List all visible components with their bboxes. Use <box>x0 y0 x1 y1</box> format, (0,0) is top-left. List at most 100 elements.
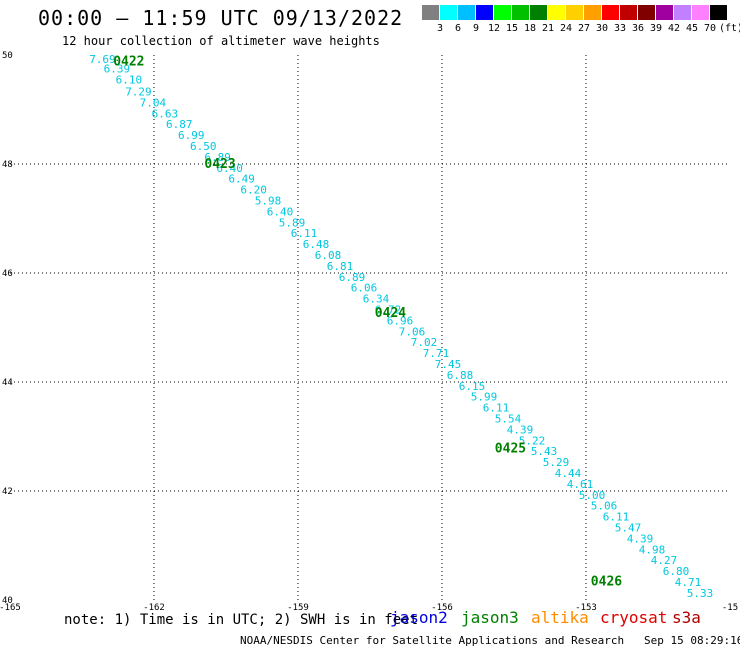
swh-reading: 5.29 <box>543 456 570 469</box>
pass-time-labels: 0422 0423 0424 0425 0426 <box>113 54 622 589</box>
swh-reading: 6.99 <box>178 129 205 142</box>
swh-reading: 6.81 <box>327 260 354 273</box>
scale-swatch <box>620 5 637 20</box>
lat-tick-label: 40 <box>2 596 13 606</box>
swh-reading: 6.11 <box>603 511 630 524</box>
scale-swatch <box>692 5 709 20</box>
swh-reading: 6.89 <box>204 151 231 164</box>
pass-time-label: 0423 <box>204 157 235 172</box>
swh-reading: 6.48 <box>303 238 330 251</box>
scale-label: 15 <box>505 23 519 34</box>
lat-tick-label: 42 <box>2 487 13 497</box>
scale-label: 21 <box>541 23 555 34</box>
swh-reading: 5.98 <box>255 195 281 208</box>
swh-reading: 4.61 <box>567 478 594 491</box>
lon-tick-label: -15 <box>722 603 738 613</box>
scale-label: 45 <box>685 23 699 34</box>
swh-reading: 5.06 <box>591 500 618 513</box>
lat-tick-label: 50 <box>2 51 13 61</box>
scale-swatch <box>638 5 655 20</box>
scale-label: 36 <box>631 23 645 34</box>
satellite-altika: altika <box>531 608 589 627</box>
swh-reading: 7.45 <box>435 358 462 371</box>
scale-swatch <box>710 5 727 20</box>
scale-swatch <box>494 5 511 20</box>
swh-reading: 5.54 <box>495 413 522 426</box>
swh-reading: 4.71 <box>675 576 702 589</box>
swh-reading: 6.08 <box>315 249 342 262</box>
lon-tick-label: -156 <box>431 603 453 613</box>
swh-reading: 6.80 <box>663 565 690 578</box>
swh-reading: 4.39 <box>627 532 654 545</box>
swh-reading: 5.89 <box>279 216 306 229</box>
swh-reading: 7.69 <box>89 53 116 66</box>
scale-swatch <box>422 5 439 20</box>
scale-label: 27 <box>577 23 591 34</box>
scale-swatch <box>602 5 619 20</box>
scale-label: 18 <box>523 23 537 34</box>
lat-tick-label: 48 <box>2 160 13 170</box>
lat-tick-label: 44 <box>2 378 13 388</box>
swh-reading: 6.63 <box>152 107 179 120</box>
lon-tick-label: -159 <box>287 603 309 613</box>
swh-reading: 6.89 <box>339 271 366 284</box>
credit-timestamp: Sep 15 08:29:16 UTC 2022 <box>643 634 740 647</box>
scale-label: 12 <box>487 23 501 34</box>
credit-text: NOAA/NESDIS Center for Satellite Applica… <box>240 634 625 647</box>
map-grid <box>10 55 730 600</box>
swh-reading: 6.15 <box>459 380 486 393</box>
swh-reading: 6.40 <box>267 205 294 218</box>
scale-label: 24 <box>559 23 573 34</box>
footer-credit: NOAA/NESDIS Center for Satellite Applica… <box>240 634 740 647</box>
swh-reading: 5.00 <box>579 489 606 502</box>
swh-reading: 6.87 <box>166 118 193 131</box>
swh-reading: 4.98 <box>639 543 666 556</box>
swh-reading: 6.11 <box>483 402 510 415</box>
swh-reading: 4.44 <box>555 467 582 480</box>
scale-swatch <box>476 5 493 20</box>
swh-reading: 6.96 <box>387 314 414 327</box>
scale-label: 30 <box>595 23 609 34</box>
page-subtitle: 12 hour collection of altimeter wave hei… <box>62 34 380 48</box>
swh-reading: 7.29 <box>125 86 152 99</box>
scale-swatch <box>656 5 673 20</box>
satellite-jason3: jason3 <box>461 608 519 627</box>
scale-swatch <box>512 5 529 20</box>
lat-tick-label: 46 <box>2 269 13 279</box>
scale-swatch <box>584 5 601 20</box>
scale-label: 3 <box>436 23 444 34</box>
pass-time-label: 0425 <box>495 441 526 456</box>
scale-swatch <box>548 5 565 20</box>
satellite-jason2: jason2 <box>390 608 448 627</box>
swh-reading: 5.22 <box>519 434 546 447</box>
swh-reading: 7.06 <box>399 325 426 338</box>
pass-time-label: 0424 <box>375 306 406 321</box>
scale-swatch <box>530 5 547 20</box>
swh-reading: 6.49 <box>228 173 255 186</box>
pass-time-label: 0426 <box>591 574 622 589</box>
scale-swatch <box>458 5 475 20</box>
lon-tick-label: -165 <box>0 603 21 613</box>
swh-reading: 6.34 <box>363 293 390 306</box>
satellite-cryosat: cryosat <box>600 608 668 627</box>
scale-swatch <box>566 5 583 20</box>
map-tick-labels: -165 -162 -159 -156 -153 -15 40 42 44 46 48 50 <box>0 51 738 613</box>
swh-reading: 5.33 <box>687 587 714 600</box>
scale-swatch <box>440 5 457 20</box>
swh-reading: 5.99 <box>471 391 498 404</box>
swh-reading: 6.40 <box>216 162 243 175</box>
pass-time-label: 0422 <box>113 54 144 69</box>
swh-reading: 6.72 <box>375 304 402 317</box>
page-title: 00:00 – 11:59 UTC 09/13/2022 <box>38 6 404 30</box>
footer-note: note: 1) Time is in UTC; 2) SWH is in fe… <box>64 612 419 628</box>
swh-reading: 6.50 <box>190 140 217 153</box>
swh-reading: 6.88 <box>447 369 474 382</box>
scale-label: 70 <box>703 23 717 34</box>
satellite-s3a: s3a <box>672 608 701 627</box>
swh-reading: 7.71 <box>423 347 450 360</box>
swh-reading: 5.47 <box>615 522 642 535</box>
scale-label: 33 <box>613 23 627 34</box>
swh-reading: 7.02 <box>411 336 438 349</box>
scale-label: 42 <box>667 23 681 34</box>
